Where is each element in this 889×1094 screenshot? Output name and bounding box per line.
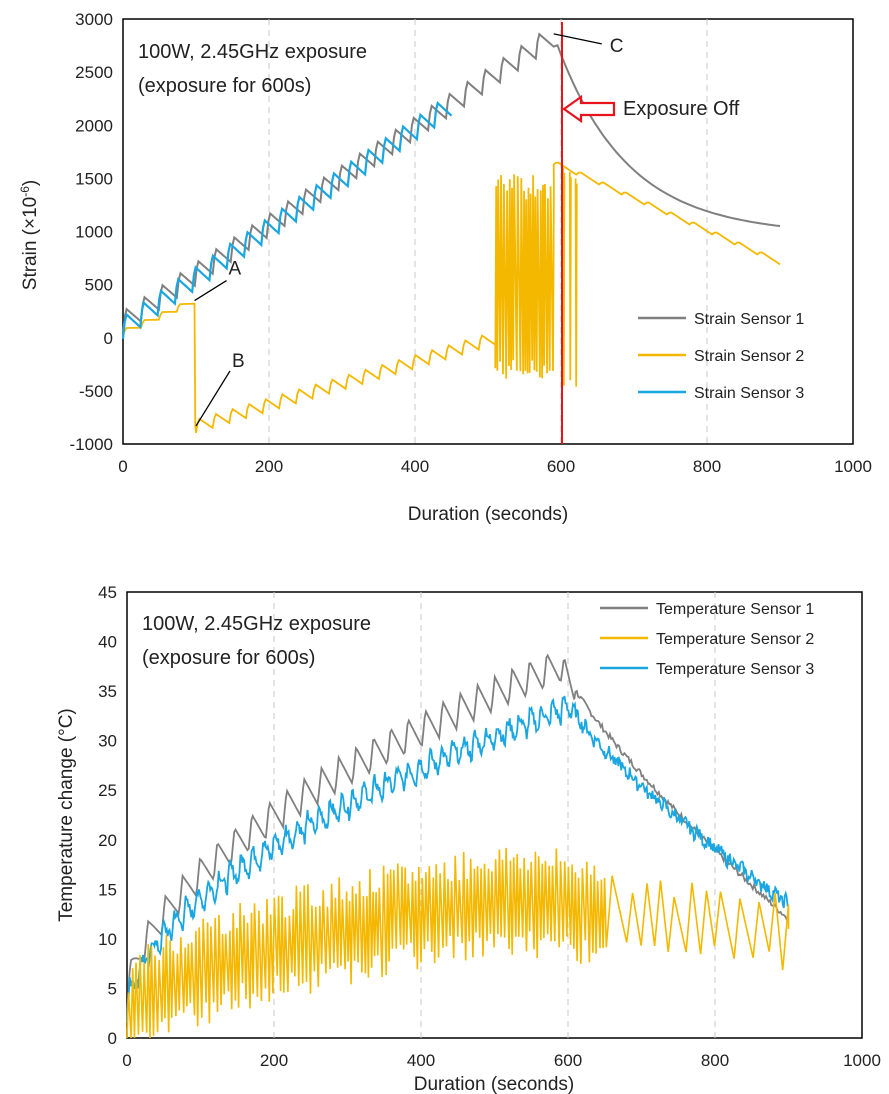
strain-y-tick-label: -500 (79, 382, 113, 401)
temperature-x-tick-label: 1000 (843, 1051, 881, 1070)
exposure-off-arrow (562, 94, 616, 124)
temperature-y-tick-label: 15 (98, 880, 117, 899)
strain-annotation-line-2: (exposure for 600s) (138, 75, 311, 97)
callout-leader-line (194, 280, 227, 302)
temperature-x-tick-labels: 0 200 400 600 800 1000 (122, 1051, 881, 1070)
temperature-x-tick-label: 400 (407, 1051, 435, 1070)
temperature-y-tick-label: 25 (98, 781, 117, 800)
temperature-x-tick-label: 0 (122, 1051, 131, 1070)
temperature-y-tick-label: 0 (108, 1029, 117, 1048)
callout-label: C (610, 36, 624, 57)
strain-sensor-2-spike (562, 167, 566, 386)
strain-y-axis-title: Strain (×10-6) (18, 180, 41, 290)
strain-y-tick-label: 0 (104, 329, 113, 348)
temperature-series (126, 653, 790, 1039)
temperature-annotation-line-1: 100W, 2.45GHz exposure (142, 613, 371, 635)
temperature-chart: 45 40 35 30 25 20 15 10 5 0 0 200 400 600 800 1000 100… (56, 583, 881, 1094)
callout-leader-line (195, 370, 231, 427)
callout-label: A (229, 259, 242, 280)
strain-legend-label: Strain Sensor 1 (694, 311, 804, 328)
strain-y-tick-label: 2500 (75, 63, 113, 82)
strain-y-tick-label: -1000 (70, 435, 113, 454)
strain-x-tick-label: 200 (255, 457, 283, 476)
strain-x-axis-title: Duration (seconds) (408, 504, 569, 525)
temperature-x-tick-label: 600 (554, 1051, 582, 1070)
callout-label: B (232, 351, 245, 372)
temperature-gridlines (273, 592, 716, 1038)
strain-x-tick-label: 400 (401, 457, 429, 476)
strain-sensor-3-line (121, 100, 453, 339)
temperature-sensor-3-line (126, 695, 789, 1023)
temperature-annotation-line-2: (exposure for 600s) (142, 647, 315, 669)
temperature-legend: Temperature Sensor 1 Temperature Sensor 2… (600, 601, 814, 678)
temperature-sensor-1-line (126, 653, 790, 1020)
temperature-sensor-2-line (126, 847, 790, 1039)
strain-y-tick-label: 500 (85, 276, 113, 295)
strain-sensor-2-line (122, 161, 781, 433)
temperature-y-tick-label: 30 (98, 732, 117, 751)
temperature-plot-frame (126, 591, 863, 1039)
temperature-y-tick-label: 40 (98, 633, 117, 652)
exposure-off-label: Exposure Off (623, 98, 740, 120)
temperature-x-tick-label: 800 (701, 1051, 729, 1070)
callout-leader-line (553, 33, 602, 45)
temperature-y-tick-label: 35 (98, 682, 117, 701)
strain-sensor-1-line (122, 32, 781, 334)
strain-x-tick-label: 1000 (834, 457, 872, 476)
exposure-off-arrow-shape (562, 94, 616, 124)
strain-x-tick-label: 800 (693, 457, 721, 476)
strain-callouts: A B C (194, 33, 624, 427)
strain-annotation-line-1: 100W, 2.45GHz exposure (138, 41, 367, 63)
temperature-y-tick-label: 45 (98, 583, 117, 602)
temperature-legend-label: Temperature Sensor 1 (656, 601, 814, 618)
strain-y-tick-labels: 3000 2500 2000 1500 1000 500 0 -500 -1000 (70, 10, 113, 454)
temperature-y-tick-label: 20 (98, 831, 117, 850)
strain-y-tick-label: 1500 (75, 169, 113, 188)
strain-chart: 3000 2500 2000 1500 1000 500 0 -500 -1000 0 200 40… (18, 10, 872, 525)
strain-x-tick-label: 600 (547, 457, 575, 476)
temperature-y-tick-label: 10 (98, 930, 117, 949)
strain-plot-frame (122, 18, 854, 445)
strain-sensor-2-spike (574, 178, 578, 387)
temperature-x-tick-label: 200 (260, 1051, 288, 1070)
strain-x-tick-labels: 0 200 400 600 800 1000 (118, 457, 872, 476)
temperature-y-tick-labels: 45 40 35 30 25 20 15 10 5 0 (98, 583, 117, 1048)
strain-x-tick-label: 0 (118, 457, 127, 476)
strain-series (121, 32, 781, 433)
temperature-y-axis-title: Temperature change (°C) (56, 708, 77, 922)
temperature-x-axis-title: Duration (seconds) (414, 1074, 575, 1094)
temperature-legend-label: Temperature Sensor 2 (656, 631, 814, 648)
strain-y-tick-label: 1000 (75, 223, 113, 242)
strain-y-tick-label: 3000 (75, 10, 113, 29)
strain-legend-label: Strain Sensor 3 (694, 385, 804, 402)
strain-legend-label: Strain Sensor 2 (694, 348, 804, 365)
strain-sensor-2-spike (568, 171, 572, 381)
temperature-y-tick-label: 5 (108, 979, 117, 998)
strain-legend: Strain Sensor 1 Strain Sensor 2 Strain Sen… (638, 311, 804, 402)
temperature-legend-label: Temperature Sensor 3 (656, 661, 814, 678)
strain-y-tick-label: 2000 (75, 116, 113, 135)
